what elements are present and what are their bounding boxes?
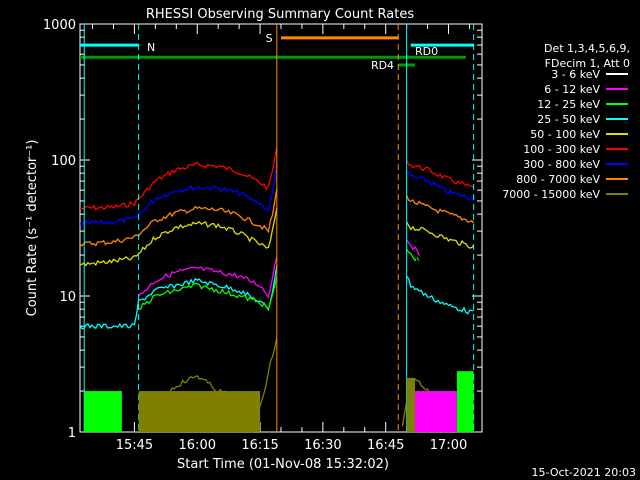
legend-label: 3 - 6 keV (551, 68, 600, 81)
y-axis-label: Count Rate (s⁻¹ detector⁻¹) (25, 140, 40, 317)
series-line (79, 208, 475, 267)
footer-timestamp: 15-Oct-2021 20:03 (532, 466, 636, 479)
legend-label: 25 - 50 keV (537, 113, 600, 126)
series-line (121, 243, 420, 346)
legend: Det 1,3,4,5,6,9, FDecim 1, Att 03 - 6 keV… (502, 42, 630, 201)
low-count-block (84, 391, 122, 432)
low-count-block (406, 377, 415, 432)
legend-header: FDecim 1, Att 0 (545, 57, 630, 70)
annotation-rd4: RD4 (371, 59, 394, 72)
legend-header: Det 1,3,4,5,6,9, (544, 42, 630, 55)
series-line (138, 239, 420, 300)
legend-label: 6 - 12 keV (544, 83, 600, 96)
x-tick-label: 16:45 (367, 438, 404, 453)
y-tick-label: 10 (59, 290, 76, 305)
legend-label: 800 - 7000 keV (516, 173, 600, 186)
legend-label: 7000 - 15000 keV (502, 188, 600, 201)
legend-label: 50 - 100 keV (530, 128, 600, 141)
chart-title: RHESSI Observing Summary Count Rates (146, 7, 415, 22)
annotation-n: N (147, 41, 155, 54)
x-tick-label: 16:00 (179, 438, 216, 453)
y-tick-label: 1000 (43, 18, 76, 33)
x-tick-label: 16:30 (304, 438, 341, 453)
legend-label: 100 - 300 keV (523, 143, 600, 156)
plot-area: 1 10 100 1000 15:45 16:00 16:15 16:30 16:45 17:00… (43, 18, 483, 453)
low-count-block (415, 391, 457, 432)
x-axis-label: Start Time (01-Nov-08 15:32:02) (177, 457, 389, 472)
series-line (79, 147, 474, 211)
y-tick-label: 1 (68, 426, 76, 441)
x-tick-label: 15:45 (116, 438, 153, 453)
legend-label: 12 - 25 keV (537, 98, 600, 111)
series-line (79, 265, 474, 330)
annotation-s: S (266, 32, 273, 45)
annotation-rd0: RD0 (415, 45, 438, 58)
x-tick-label: 17:00 (430, 438, 467, 453)
low-count-block (456, 371, 474, 432)
series-line (79, 164, 475, 227)
series-line (79, 189, 475, 247)
low-count-block (138, 391, 261, 432)
y-tick-label: 100 (51, 154, 76, 169)
legend-label: 300 - 800 keV (523, 158, 600, 171)
x-tick-label: 16:15 (241, 438, 278, 453)
series-line (138, 249, 420, 311)
